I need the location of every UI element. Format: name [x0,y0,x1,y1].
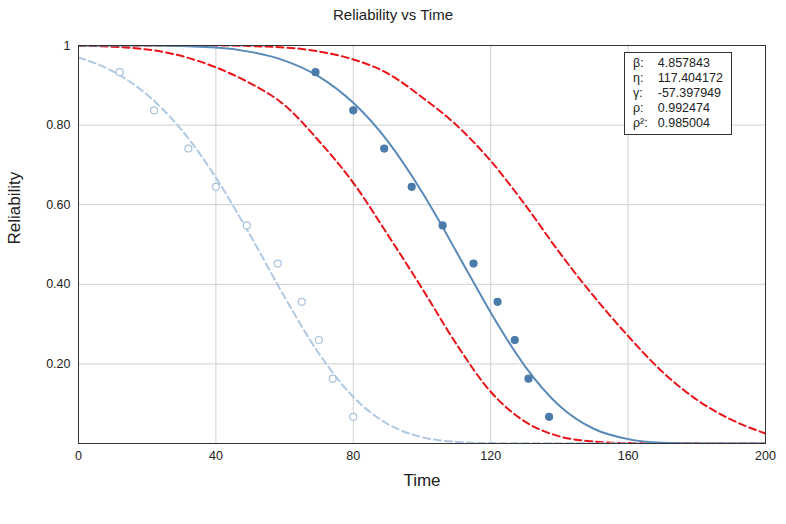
html-text:ρ²:: ρ²: [633,116,648,130]
svg-text:Time: Time [403,471,440,490]
html-text:4.857843: 4.857843 [657,56,710,70]
html-text:γ:: γ: [633,86,643,100]
html-text:117.404172: 117.404172 [657,71,723,85]
svg-text:120: 120 [480,449,501,463]
html-text:0.992474: 0.992474 [657,101,710,115]
html-text:ρ:: ρ: [633,101,644,115]
svg-text:200: 200 [755,449,776,463]
html-text:β:: β: [633,56,644,70]
svg-text:80: 80 [346,449,360,463]
html-text:η:: η: [633,71,644,85]
svg-text:0.20: 0.20 [46,357,70,371]
svg-text:Reliability: Reliability [5,171,24,244]
svg-text:0.40: 0.40 [46,277,70,291]
svg-text:1: 1 [64,39,71,53]
html-text:0.985004: 0.985004 [657,116,710,130]
svg-text:40: 40 [209,449,223,463]
html-text:-57.397949: -57.397949 [657,86,721,100]
svg-text:0.60: 0.60 [46,198,70,212]
svg-text:0: 0 [75,449,82,463]
html-text:Reliability vs Time: Reliability vs Time [333,6,453,23]
svg-text:160: 160 [618,449,639,463]
svg-text:0.80: 0.80 [46,118,70,132]
